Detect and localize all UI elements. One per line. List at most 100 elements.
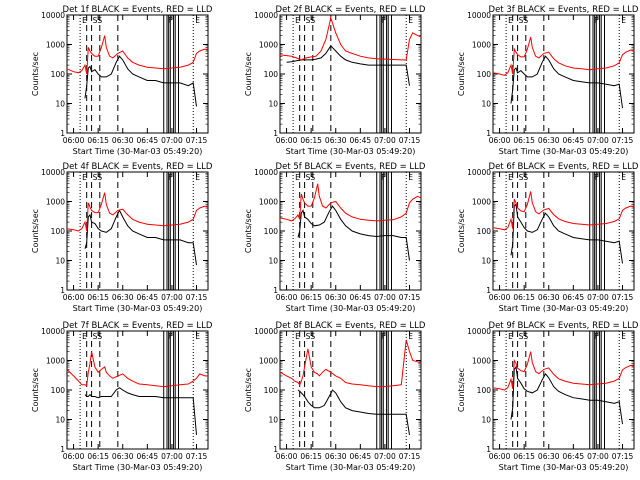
events-series-line xyxy=(84,55,197,107)
chart-title: Det 9f BLACK = Events, RED = LLD xyxy=(489,321,639,331)
y-tick-label: 10 xyxy=(55,257,65,266)
x-tick-label: 06:15 xyxy=(300,452,322,461)
marker-label: E xyxy=(508,332,513,341)
y-tick-label: 100 xyxy=(477,386,492,395)
y-tick-label: 1000 xyxy=(46,357,65,366)
marker-label: F xyxy=(381,16,385,25)
x-tick-label: 06:00 xyxy=(276,452,298,461)
x-tick-label: 07:00 xyxy=(374,293,396,302)
x-tick-label: 07:15 xyxy=(612,452,634,461)
x-tick-label: 06:30 xyxy=(325,136,347,145)
x-tick-label: 07:15 xyxy=(186,452,208,461)
y-axis-label: Counts/sec xyxy=(457,368,466,412)
y-tick-label: 1000 xyxy=(259,41,278,50)
y-tick-label: 1000 xyxy=(259,198,278,207)
chart-panel: Det 5f BLACK = Events, RED = LLD Start Ti… xyxy=(244,162,426,313)
chart-panel: Det 1f BLACK = Events, RED = LLD Start Ti… xyxy=(31,5,213,156)
x-tick-label: 06:30 xyxy=(112,452,134,461)
x-tick-label: 06:30 xyxy=(112,293,134,302)
x-tick-label: 06:15 xyxy=(87,136,109,145)
x-tick-label: 07:00 xyxy=(587,452,609,461)
marker-label: F xyxy=(381,173,385,182)
x-axis-label: Start Time (30-Mar-03 05:49:20) xyxy=(73,147,203,156)
x-tick-label: 07:15 xyxy=(399,452,421,461)
marker-label: E xyxy=(408,16,413,25)
x-tick-label: 07:15 xyxy=(186,136,208,145)
y-tick-label: 1 xyxy=(60,129,65,138)
x-tick-label: 06:45 xyxy=(350,136,372,145)
x-axis-label: Start Time (30-Mar-03 05:49:20) xyxy=(286,147,416,156)
marker-label: F xyxy=(381,332,385,341)
events-series-line xyxy=(84,387,197,435)
lld-series-line xyxy=(492,351,635,391)
events-series-line xyxy=(510,203,623,264)
marker-label: F xyxy=(168,332,172,341)
marker-label: E xyxy=(82,16,87,25)
y-tick-label: 10 xyxy=(268,100,278,109)
chart-title: Det 7f BLACK = Events, RED = LLD xyxy=(63,321,213,331)
y-tick-label: 10000 xyxy=(41,327,65,336)
x-tick-label: 06:00 xyxy=(276,293,298,302)
x-tick-label: 06:45 xyxy=(563,293,585,302)
y-tick-label: 100 xyxy=(477,70,492,79)
marker-label: E xyxy=(508,16,513,25)
x-axis-label: Start Time (30-Mar-03 05:49:20) xyxy=(73,304,203,313)
y-tick-label: 1000 xyxy=(46,198,65,207)
marker-label: SS xyxy=(93,332,103,341)
chart-title: Det 6f BLACK = Events, RED = LLD xyxy=(489,162,639,172)
x-tick-label: 06:15 xyxy=(300,293,322,302)
x-tick-label: 07:00 xyxy=(374,136,396,145)
y-tick-label: 1000 xyxy=(46,41,65,50)
x-tick-label: 07:00 xyxy=(161,136,183,145)
y-tick-label: 1 xyxy=(273,445,278,454)
y-tick-label: 1000 xyxy=(259,357,278,366)
x-tick-label: 06:45 xyxy=(137,452,159,461)
y-axis-label: Counts/sec xyxy=(31,52,40,96)
marker-label: E xyxy=(621,173,626,182)
x-tick-label: 06:30 xyxy=(325,452,347,461)
x-tick-label: 07:15 xyxy=(399,136,421,145)
x-tick-label: 06:30 xyxy=(112,136,134,145)
chart-panel: Det 4f BLACK = Events, RED = LLD Start Ti… xyxy=(31,162,213,313)
x-tick-label: 06:00 xyxy=(489,452,511,461)
marker-label: SS xyxy=(519,16,529,25)
x-tick-label: 07:15 xyxy=(612,293,634,302)
y-tick-label: 10 xyxy=(55,100,65,109)
marker-label: SS xyxy=(306,332,316,341)
chart-panel: Det 6f BLACK = Events, RED = LLD Start Ti… xyxy=(457,162,639,313)
x-axis-label: Start Time (30-Mar-03 05:49:20) xyxy=(286,304,416,313)
x-tick-label: 06:00 xyxy=(63,136,85,145)
x-axis-label: Start Time (30-Mar-03 05:49:20) xyxy=(286,463,416,472)
y-tick-label: 10 xyxy=(268,416,278,425)
y-tick-label: 1 xyxy=(486,286,491,295)
chart-title: Det 1f BLACK = Events, RED = LLD xyxy=(63,5,213,15)
marker-label: SS xyxy=(306,173,316,182)
marker-label: F xyxy=(168,173,172,182)
lld-series-line xyxy=(492,191,635,231)
y-tick-label: 100 xyxy=(264,386,279,395)
y-axis-label: Counts/sec xyxy=(31,368,40,412)
chart-title: Det 2f BLACK = Events, RED = LLD xyxy=(276,5,426,15)
lld-series-line xyxy=(279,16,422,61)
x-tick-label: 06:45 xyxy=(563,136,585,145)
y-tick-label: 10 xyxy=(481,416,491,425)
x-tick-label: 07:00 xyxy=(161,452,183,461)
x-tick-label: 06:15 xyxy=(87,452,109,461)
lld-series-line xyxy=(66,351,208,388)
y-tick-label: 10000 xyxy=(41,168,65,177)
marker-label: E xyxy=(621,332,626,341)
lld-series-line xyxy=(66,192,209,232)
y-tick-label: 1 xyxy=(273,129,278,138)
y-tick-label: 10000 xyxy=(254,168,278,177)
marker-label: E xyxy=(195,16,200,25)
chart-panel: Det 3f BLACK = Events, RED = LLD Start Ti… xyxy=(457,5,639,156)
lld-series-line xyxy=(66,35,209,75)
y-tick-label: 1 xyxy=(486,129,491,138)
events-series-line xyxy=(297,389,410,435)
marker-label: E xyxy=(508,173,513,182)
x-axis-label: Start Time (30-Mar-03 05:49:20) xyxy=(73,463,203,472)
y-tick-label: 10 xyxy=(55,416,65,425)
marker-label: F xyxy=(168,16,172,25)
